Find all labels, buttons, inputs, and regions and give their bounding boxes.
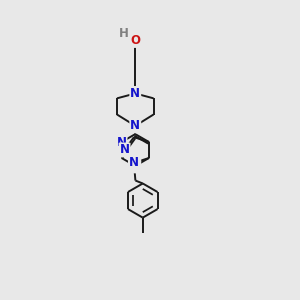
Text: O: O	[130, 34, 140, 47]
Text: N: N	[130, 87, 140, 100]
Text: N: N	[116, 136, 127, 148]
Text: N: N	[129, 156, 139, 170]
Text: N: N	[130, 119, 140, 132]
Text: H: H	[119, 27, 129, 40]
Text: N: N	[120, 143, 130, 157]
Text: N: N	[130, 159, 140, 172]
